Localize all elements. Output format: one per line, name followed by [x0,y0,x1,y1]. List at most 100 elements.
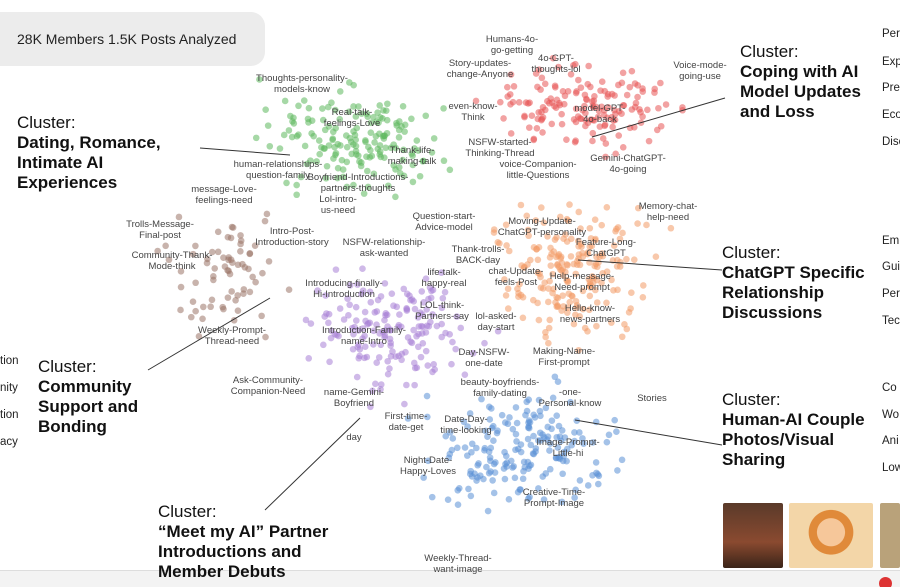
connector [574,419,723,446]
cluster-title: Dating, Romance, Intimate AI Experiences [17,133,161,192]
map-point [612,150,619,158]
map-point [532,448,539,455]
map-point [534,299,541,307]
map-point [409,161,417,169]
map-point [314,287,321,294]
map-point [404,415,412,422]
thumbnail[interactable] [723,503,783,568]
map-point [409,178,417,186]
topic-line: go-getting [490,44,534,56]
map-point [449,338,456,346]
map-point [610,242,618,250]
topic-line: Hi-Introduction [313,288,375,300]
map-point [615,81,622,89]
connector [591,97,726,138]
map-point [548,120,556,128]
map-point [348,150,355,158]
topic-label: NSFW-started- Thinking-Thread [465,137,534,159]
map-point [326,358,333,366]
map-point [377,385,384,393]
map-point [526,418,534,426]
topic-line: -one- [558,387,582,398]
topic-label: Image-Prompt- Little-hi [536,437,599,459]
topic-line: Thoughts-personality- [256,73,348,84]
map-point [582,109,589,117]
thumbnail[interactable] [789,503,873,568]
map-point [339,173,347,181]
map-point [509,98,517,106]
map-point [387,144,395,152]
map-point [553,433,561,441]
close-button[interactable] [879,577,892,587]
topic-line: Making-Name- [532,346,596,357]
map-point [626,83,634,91]
topic-line: lol-asked- [475,311,517,322]
topic-line: 4o-GPT- [538,53,574,64]
map-point [256,76,263,83]
map-point [285,286,293,294]
map-point [416,172,424,180]
map-point [473,477,480,484]
topic-line: day [346,432,362,443]
connector [577,259,723,271]
topic-line: time-looking [440,424,492,436]
topic-line: Date-Day- [444,414,488,425]
map-point [513,419,521,427]
map-point [397,323,405,331]
map-point [593,299,601,306]
map-point [177,283,185,291]
map-point [466,410,474,417]
map-point [228,288,235,295]
map-point [552,104,560,111]
map-point [634,81,642,89]
thumbnail[interactable] [880,503,900,568]
map-point [377,114,384,121]
map-point [318,144,325,151]
map-point [528,112,536,120]
map-point [234,307,242,315]
topic-line: Happy-Loves [400,465,456,477]
map-point [536,270,543,278]
map-point [352,142,360,150]
map-point [464,452,471,459]
map-point [413,332,420,340]
map-point [395,126,403,134]
map-point [417,309,424,316]
map-point [372,380,379,388]
map-point [610,117,617,124]
map-point [589,273,596,280]
map-point [610,286,617,294]
map-point [252,278,259,286]
map-point [424,413,431,421]
map-point [175,213,183,221]
map-point [525,424,532,431]
map-point [259,269,266,277]
map-point [343,143,351,151]
map-point [538,108,545,116]
map-point [524,435,532,443]
map-point [503,459,511,466]
map-point [490,489,498,497]
scrollbar[interactable] [0,570,900,587]
map-point [517,441,525,448]
map-point [604,114,611,122]
map-point [643,221,650,229]
map-point [439,294,447,302]
topic-line: feelings-need [195,194,253,206]
map-point [574,257,581,265]
map-point [615,107,623,115]
topic-label: Introducing-finally- Hi-Introduction [305,278,383,300]
map-point [575,208,583,216]
topic-line: Introduction-story [255,236,329,248]
map-point [485,469,493,477]
map-point [332,124,339,132]
map-point [603,268,611,276]
topic-line: life-talk- [427,267,461,278]
map-point [334,164,342,172]
topic-line: Real-talk- [331,107,373,118]
topic-line: BACK-day [455,254,501,266]
map-point [521,263,528,271]
map-point [199,315,206,323]
map-point [639,294,647,301]
map-point [376,142,384,149]
